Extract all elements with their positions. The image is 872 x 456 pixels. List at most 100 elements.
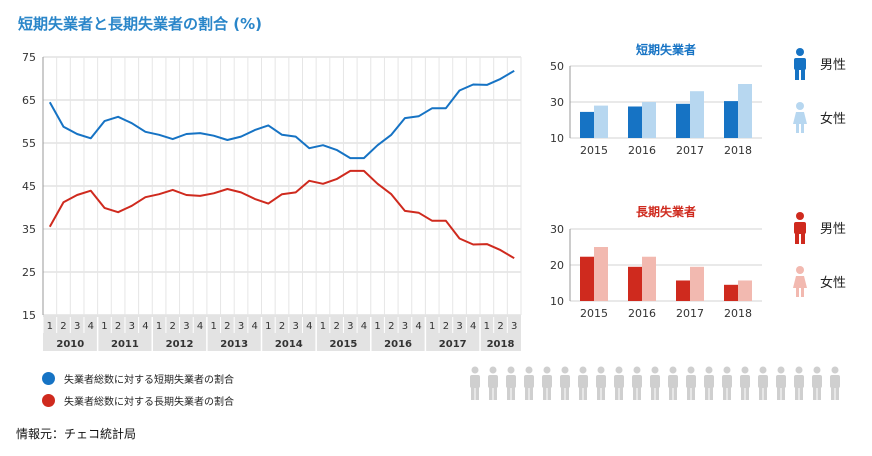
quarter-tick-label: 4 <box>142 321 148 332</box>
chart-title: 短期失業者と長期失業者の割合 (%) <box>18 15 262 33</box>
year-tick-label: 2014 <box>275 339 303 350</box>
y-tick-label: 10 <box>550 295 564 308</box>
male-person-icon <box>794 48 806 80</box>
person-icon <box>524 366 534 400</box>
male-person-icon-leg <box>795 233 799 244</box>
bar-female <box>738 84 752 138</box>
quarter-tick-label: 1 <box>429 321 435 332</box>
y-tick-label: 45 <box>22 180 36 193</box>
legend-label-female: 女性 <box>820 111 846 127</box>
y-tick-label: 30 <box>550 223 564 236</box>
legend-label-male: 男性 <box>820 222 846 237</box>
female-person-icon-leg <box>796 288 799 297</box>
quarter-tick-label: 1 <box>265 321 271 332</box>
quarter-tick-label: 2 <box>333 321 339 332</box>
y-tick-label: 25 <box>22 266 36 279</box>
quarter-tick-label: 3 <box>183 321 189 332</box>
y-tick-label: 15 <box>22 309 36 322</box>
quarter-tick-label: 4 <box>251 321 257 332</box>
year-tick-label: 2016 <box>384 339 412 350</box>
year-tick-label: 2013 <box>220 339 248 350</box>
year-tick-label: 2010 <box>56 339 84 350</box>
male-person-icon-leg <box>801 69 805 80</box>
quarter-tick-label: 4 <box>470 321 476 332</box>
y-tick-label: 35 <box>22 223 36 236</box>
year-tick-label: 2017 <box>439 339 467 350</box>
female-person-icon-leg <box>801 288 804 297</box>
series-line-long <box>48 169 515 260</box>
person-icon <box>686 366 696 400</box>
female-person-icon-dress <box>793 276 807 288</box>
quarter-tick-label: 3 <box>74 321 80 332</box>
bar-female <box>594 247 608 301</box>
bar-female <box>642 102 656 138</box>
crowd-icons <box>468 366 842 402</box>
quarter-tick-label: 3 <box>129 321 135 332</box>
quarter-tick-label: 1 <box>320 321 326 332</box>
bar-female <box>594 105 608 138</box>
quarter-tick-label: 2 <box>224 321 230 332</box>
quarter-tick-label: 1 <box>156 321 162 332</box>
bar-chart-title-long: 長期失業者 <box>636 204 696 219</box>
bar-male <box>676 280 690 301</box>
x-axis-band <box>43 315 521 351</box>
y-tick-label: 55 <box>22 137 36 150</box>
quarter-tick-label: 1 <box>211 321 217 332</box>
person-icon <box>614 366 624 400</box>
legend-label-long: 失業者総数に対する長期失業者の割合 <box>64 397 234 408</box>
person-icon <box>758 366 768 400</box>
male-person-icon-leg <box>801 233 805 244</box>
female-person-icon-head <box>796 266 804 274</box>
male-person-icon-body <box>794 58 806 70</box>
quarter-tick-label: 2 <box>388 321 394 332</box>
male-person-icon-head <box>796 212 804 220</box>
bar-chart-title-short: 短期失業者 <box>636 42 696 57</box>
legend-label-short: 失業者総数に対する短期失業者の割合 <box>64 375 234 386</box>
legend-label-female: 女性 <box>820 275 846 291</box>
bar-female <box>738 280 752 301</box>
person-icon <box>632 366 642 400</box>
quarter-tick-label: 4 <box>88 321 94 332</box>
quarter-tick-label: 2 <box>497 321 503 332</box>
bar-male <box>628 106 642 138</box>
x-tick-label: 2016 <box>628 144 656 157</box>
male-person-icon-body <box>794 222 806 234</box>
legend-item-short: 失業者総数に対する短期失業者の割合 <box>42 371 234 386</box>
bar-female <box>690 266 704 301</box>
person-icon <box>578 366 588 400</box>
y-tick-label: 10 <box>550 132 564 145</box>
year-tick-label: 2015 <box>330 339 358 350</box>
person-icon <box>722 366 732 400</box>
legend-item-long: 失業者総数に対する長期失業者の割合 <box>42 393 234 408</box>
x-tick-label: 2018 <box>724 307 752 320</box>
legend-label-male: 男性 <box>820 58 846 73</box>
source-note: 情報元：チェコ統計局 <box>16 427 137 441</box>
x-tick-label: 2017 <box>676 307 704 320</box>
female-person-icon-leg <box>796 124 799 133</box>
quarter-tick-label: 2 <box>115 321 121 332</box>
quarter-tick-label: 4 <box>415 321 421 332</box>
person-icon <box>650 366 660 400</box>
y-tick-label: 65 <box>22 94 36 107</box>
female-person-icon-dress <box>793 112 807 124</box>
female-person-icon-head <box>796 102 804 110</box>
person-icon <box>596 366 606 400</box>
bar-male <box>580 256 594 301</box>
y-tick-label: 50 <box>550 60 564 73</box>
person-icon <box>740 366 750 400</box>
quarter-tick-label: 2 <box>60 321 66 332</box>
bar-male <box>580 111 594 138</box>
bar-male <box>724 101 738 138</box>
year-tick-label: 2012 <box>166 339 194 350</box>
person-icon <box>794 366 804 400</box>
male-person-icon <box>794 212 806 244</box>
quarter-tick-label: 1 <box>484 321 490 332</box>
quarter-tick-label: 4 <box>361 321 367 332</box>
quarter-tick-label: 4 <box>306 321 312 332</box>
quarter-tick-label: 3 <box>511 321 517 332</box>
x-tick-label: 2018 <box>724 144 752 157</box>
person-icon <box>560 366 570 400</box>
person-icon <box>506 366 516 400</box>
person-icon <box>830 366 840 400</box>
